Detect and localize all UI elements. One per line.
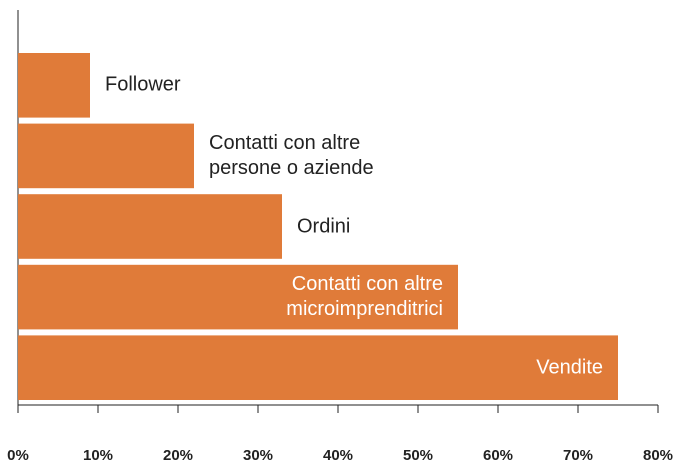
bar-label: Contatti con altre persone o aziende: [209, 131, 374, 179]
x-tick-label: 0%: [7, 447, 29, 464]
bar: [18, 123, 194, 189]
bar-label: Ordini: [297, 215, 351, 237]
bar: [18, 335, 618, 400]
x-tick-label: 40%: [322, 447, 354, 464]
x-tick-label: 80%: [642, 447, 674, 464]
bar: [18, 194, 282, 259]
bar-label: Contatti con altre microimprenditrici: [286, 273, 443, 321]
bar-label: Vendite: [536, 356, 603, 379]
x-tick-label: 10%: [82, 447, 114, 464]
x-tick-label: 50%: [402, 447, 434, 464]
x-tick-label: 70%: [562, 447, 594, 464]
bar: [18, 53, 90, 118]
bar-label: Follower: [105, 73, 181, 96]
bar: [18, 264, 458, 330]
x-tick-label: 60%: [482, 447, 514, 464]
x-tick-label: 30%: [242, 447, 274, 464]
x-tick-label: 20%: [162, 447, 194, 464]
